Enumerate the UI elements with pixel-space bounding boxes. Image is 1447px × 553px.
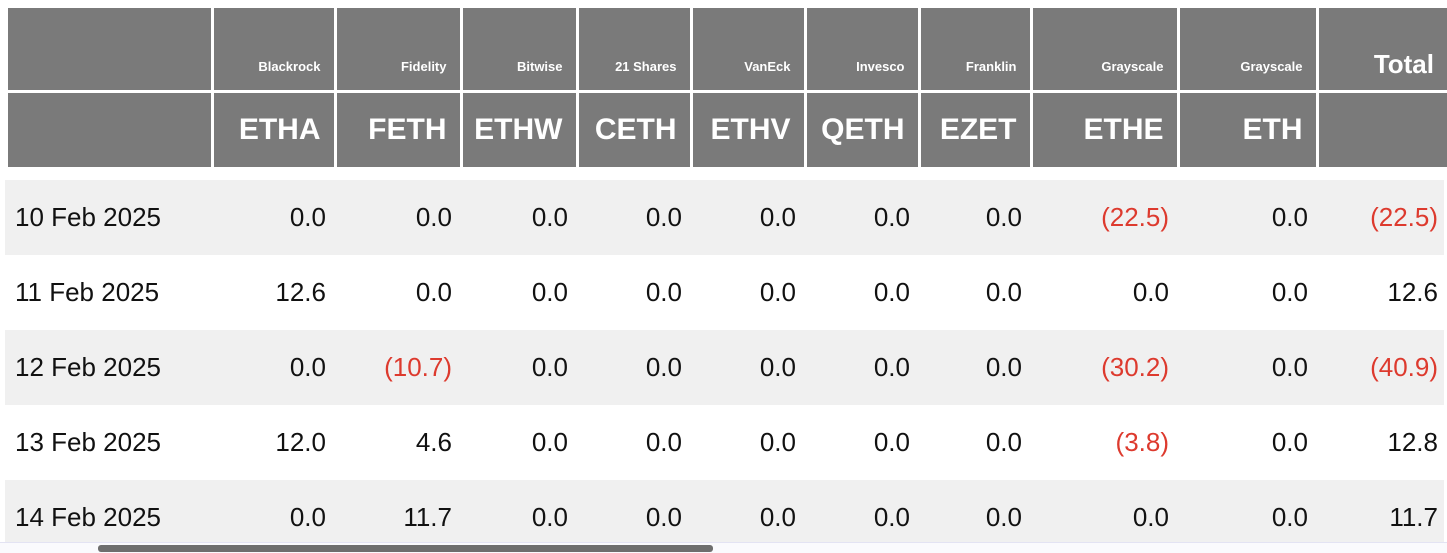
value-cell: 0.0 xyxy=(985,202,1022,232)
provider-header-cell: 21 Shares xyxy=(575,8,691,93)
total-value-cell: 12.8 xyxy=(1387,427,1438,457)
value-cell: 12.0 xyxy=(275,427,326,457)
total-ticker-empty-cell xyxy=(1315,91,1447,167)
table-row: 11 Feb 2025 12.6 0.0 0.0 0.0 0.0 0.0 0.0 0.0 0.0 1… xyxy=(5,255,1444,330)
value-cell: 0.0 xyxy=(531,502,568,532)
value-cell: 0.0 xyxy=(531,427,568,457)
provider-header-cell: Grayscale xyxy=(1029,8,1178,93)
provider-header-cell: Invesco xyxy=(803,8,919,93)
date-cell: 10 Feb 2025 xyxy=(15,202,162,232)
date-cell: 11 Feb 2025 xyxy=(15,277,160,307)
value-cell: 0.0 xyxy=(1271,502,1308,532)
value-cell: 0.0 xyxy=(1132,277,1169,307)
value-cell: 0.0 xyxy=(531,352,568,382)
value-cell: 0.0 xyxy=(289,502,326,532)
date-cell: 14 Feb 2025 xyxy=(15,502,162,532)
total-value-cell: 11.7 xyxy=(1389,502,1438,532)
table-header: Blackrock Fidelity Bitwise 21 Shares VanEck I… xyxy=(8,8,1447,167)
provider-header-cell: Grayscale xyxy=(1176,8,1317,93)
value-cell: (30.2) xyxy=(1101,352,1169,382)
provider-header-cell: VanEck xyxy=(689,8,805,93)
value-cell: 0.0 xyxy=(759,502,796,532)
value-cell: 0.0 xyxy=(1271,202,1308,232)
ticker-header-cell: ETH xyxy=(1176,91,1317,167)
value-cell: 0.0 xyxy=(985,502,1022,532)
value-cell: 0.0 xyxy=(759,352,796,382)
value-cell: 0.0 xyxy=(873,427,910,457)
value-cell: 0.0 xyxy=(645,427,682,457)
total-value-cell: (40.9) xyxy=(1370,352,1438,382)
value-cell: 0.0 xyxy=(1271,427,1308,457)
provider-header-row: Blackrock Fidelity Bitwise 21 Shares VanEck I… xyxy=(8,8,1447,93)
total-header-cell: Total xyxy=(1315,8,1447,93)
table-row: 14 Feb 2025 0.0 11.7 0.0 0.0 0.0 0.0 0.0 0.0 0.0 1… xyxy=(5,480,1444,553)
value-cell: 0.0 xyxy=(985,352,1022,382)
value-cell: (3.8) xyxy=(1115,427,1169,457)
table-row: 10 Feb 2025 0.0 0.0 0.0 0.0 0.0 0.0 0.0 (22.5) 0.… xyxy=(5,180,1444,255)
value-cell: 0.0 xyxy=(645,202,682,232)
value-cell: 0.0 xyxy=(531,277,568,307)
value-cell: 0.0 xyxy=(645,502,682,532)
horizontal-scrollbar-thumb[interactable] xyxy=(98,545,713,552)
header-corner-cell xyxy=(8,8,212,93)
table-row: 12 Feb 2025 0.0 (10.7) 0.0 0.0 0.0 0.0 0.0 (30.2… xyxy=(5,330,1444,405)
provider-header-cell: Bitwise xyxy=(459,8,577,93)
value-cell: 0.0 xyxy=(985,427,1022,457)
value-cell: 0.0 xyxy=(415,202,452,232)
value-cell: 12.6 xyxy=(275,277,326,307)
value-cell: 0.0 xyxy=(415,277,452,307)
value-cell: 0.0 xyxy=(645,277,682,307)
value-cell: 0.0 xyxy=(985,277,1022,307)
ticker-header-cell: ETHV xyxy=(689,91,805,167)
table-body: 10 Feb 2025 0.0 0.0 0.0 0.0 0.0 0.0 0.0 (22.5) 0.… xyxy=(5,180,1444,553)
ticker-header-cell: EZET xyxy=(917,91,1031,167)
value-cell: 0.0 xyxy=(759,427,796,457)
ticker-header-cell: QETH xyxy=(803,91,919,167)
provider-header-cell: Franklin xyxy=(917,8,1031,93)
total-value-cell: 12.6 xyxy=(1387,277,1438,307)
value-cell: 0.0 xyxy=(873,352,910,382)
value-cell: 0.0 xyxy=(289,352,326,382)
value-cell: 0.0 xyxy=(1271,277,1308,307)
value-cell: (22.5) xyxy=(1101,202,1169,232)
ticker-header-cell: ETHE xyxy=(1029,91,1178,167)
ticker-header-row: ETHA FETH ETHW CETH ETHV QETH EZET ETHE ETH xyxy=(8,91,1447,167)
value-cell: 0.0 xyxy=(873,202,910,232)
value-cell: 0.0 xyxy=(1271,352,1308,382)
ticker-header-cell: ETHA xyxy=(210,91,335,167)
ticker-header-cell: FETH xyxy=(333,91,461,167)
value-cell: 0.0 xyxy=(759,202,796,232)
provider-header-cell: Fidelity xyxy=(333,8,461,93)
value-cell: 0.0 xyxy=(873,277,910,307)
value-cell: 0.0 xyxy=(531,202,568,232)
value-cell: 0.0 xyxy=(289,202,326,232)
value-cell: 0.0 xyxy=(759,277,796,307)
value-cell: (10.7) xyxy=(384,352,452,382)
value-cell: 0.0 xyxy=(873,502,910,532)
value-cell: 0.0 xyxy=(1132,502,1169,532)
table-row: 13 Feb 2025 12.0 4.6 0.0 0.0 0.0 0.0 0.0 (3.8) 0.… xyxy=(5,405,1444,480)
total-value-cell: (22.5) xyxy=(1370,202,1438,232)
value-cell: 0.0 xyxy=(645,352,682,382)
ticker-header-cell: CETH xyxy=(575,91,691,167)
date-cell: 13 Feb 2025 xyxy=(15,427,162,457)
value-cell: 4.6 xyxy=(415,427,452,457)
date-cell: 12 Feb 2025 xyxy=(15,352,162,382)
provider-header-cell: Blackrock xyxy=(210,8,335,93)
ticker-header-cell: ETHW xyxy=(459,91,577,167)
horizontal-scrollbar[interactable] xyxy=(0,542,1447,553)
ticker-corner-cell xyxy=(8,91,212,167)
value-cell: 11.7 xyxy=(403,502,452,532)
